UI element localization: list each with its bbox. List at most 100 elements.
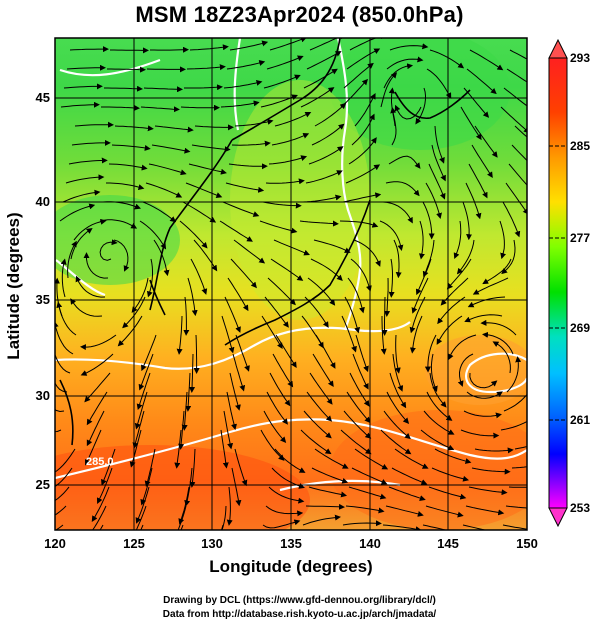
- streamline: [268, 486, 305, 504]
- streamline: [235, 334, 250, 372]
- plot-frame: [54, 37, 528, 531]
- streamline: [465, 505, 505, 516]
- streamline: [55, 321, 74, 355]
- streamline: [389, 372, 407, 409]
- streamline: [431, 144, 446, 182]
- streamline: [187, 277, 198, 317]
- streamline: [191, 144, 231, 153]
- streamline: [306, 51, 342, 70]
- streamline: [508, 163, 527, 186]
- streamline: [425, 505, 464, 518]
- streamline: [134, 391, 148, 430]
- streamline: [131, 277, 149, 313]
- streamline: [184, 467, 193, 507]
- streamline: [409, 296, 426, 334]
- streamline: [505, 505, 527, 509]
- streamline: [148, 163, 187, 176]
- colorbar-label: 261: [570, 413, 591, 427]
- streamline: [460, 106, 482, 141]
- streamline: [224, 296, 241, 333]
- streamline: [261, 315, 283, 350]
- streamline: [469, 372, 498, 389]
- streamline: [65, 174, 105, 184]
- streamline: [274, 448, 306, 473]
- streamline: [231, 467, 242, 507]
- x-tick-label: 125: [123, 536, 145, 551]
- y-tick-label: 25: [35, 477, 50, 492]
- streamline: [269, 372, 291, 407]
- streamline: [514, 445, 527, 450]
- streamline: [270, 258, 304, 281]
- streamline: [274, 111, 312, 127]
- streamline: [101, 448, 116, 486]
- map-title: MSM 18Z23Apr2024 (850.0hPa): [135, 2, 464, 27]
- streamline: [129, 429, 142, 468]
- streamline: [314, 102, 347, 127]
- streamline: [80, 353, 114, 376]
- streamline: [465, 182, 482, 220]
- streamline: [178, 410, 185, 450]
- streamline: [380, 316, 387, 355]
- streamline: [59, 203, 96, 222]
- streamline: [226, 486, 233, 526]
- streamline: [428, 486, 467, 500]
- streamline: [66, 64, 106, 71]
- streamline: [305, 503, 345, 510]
- streamline: [345, 164, 381, 184]
- streamline: [79, 334, 117, 351]
- streamline: [464, 314, 503, 323]
- y-tick-label: 40: [35, 194, 50, 209]
- streamline: [307, 277, 336, 306]
- streamline: [306, 391, 333, 422]
- streamline: [189, 448, 196, 488]
- streamline: [342, 520, 382, 527]
- streamline: [468, 163, 488, 199]
- streamline: [415, 87, 427, 125]
- streamline: [299, 220, 339, 227]
- wind-streamlines: [55, 38, 527, 530]
- y-tick-label: 30: [35, 388, 50, 403]
- streamline: [146, 258, 153, 298]
- streamline: [144, 448, 156, 487]
- streamline: [503, 87, 527, 107]
- streamline: [55, 408, 65, 413]
- streamline: [140, 106, 180, 113]
- streamline: [222, 201, 260, 217]
- streamline: [341, 315, 357, 353]
- streamline: [388, 155, 421, 169]
- streamline: [460, 429, 500, 439]
- streamline: [305, 170, 343, 184]
- streamline: [267, 277, 296, 306]
- streamline: [233, 239, 266, 264]
- streamline: [347, 277, 365, 314]
- streamline: [260, 429, 285, 461]
- streamline: [185, 182, 223, 198]
- streamline: [394, 448, 429, 469]
- streamline: [428, 163, 446, 200]
- streamline: [223, 79, 263, 89]
- streamline: [308, 146, 344, 165]
- streamline: [232, 353, 246, 392]
- streamline: [440, 277, 469, 306]
- x-tick-label: 145: [437, 536, 459, 551]
- streamline: [309, 38, 346, 51]
- streamline: [221, 315, 235, 354]
- streamline: [136, 372, 151, 411]
- streamline: [265, 178, 305, 185]
- streamline: [174, 429, 182, 469]
- streamline: [262, 519, 301, 529]
- streamline: [508, 486, 527, 488]
- streamline: [73, 218, 107, 241]
- streamline: [225, 182, 265, 193]
- streamline: [354, 93, 376, 127]
- streamline: [263, 410, 287, 443]
- streamline: [220, 100, 260, 108]
- streamline: [381, 296, 388, 336]
- streamline: [181, 391, 188, 431]
- streamline: [514, 125, 527, 138]
- streamline: [63, 83, 103, 90]
- colorbar-label: 277: [570, 231, 591, 245]
- streamline: [143, 86, 183, 93]
- streamline: [266, 391, 288, 425]
- streamline: [422, 239, 435, 278]
